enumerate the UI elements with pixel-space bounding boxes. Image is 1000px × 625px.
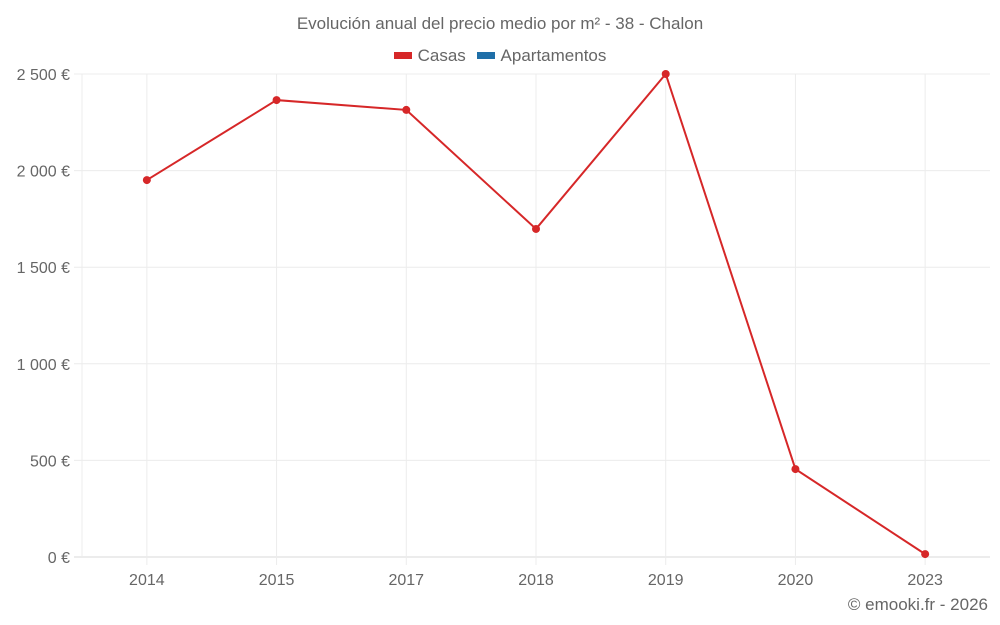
legend-item-apartamentos[interactable]: Apartamentos xyxy=(476,46,606,66)
copyright-footer: © emooki.fr - 2026 xyxy=(847,595,988,614)
legend-item-casas[interactable]: Casas xyxy=(393,46,466,66)
x-tick-label: 2023 xyxy=(907,572,943,589)
data-point[interactable] xyxy=(921,550,930,559)
y-tick-label: 2 500 € xyxy=(17,67,70,84)
data-point[interactable] xyxy=(661,70,670,78)
x-tick-label: 2020 xyxy=(778,572,814,589)
legend-swatch-apartamentos xyxy=(476,52,495,59)
y-tick-label: 2 000 € xyxy=(17,164,70,181)
chart-title: Evolución anual del precio medio por m² … xyxy=(296,14,704,33)
legend: Casas Apartamentos xyxy=(0,44,1000,66)
x-tick-label: 2018 xyxy=(518,572,554,589)
y-tick-label: 500 € xyxy=(30,453,70,470)
y-tick-label: 1 500 € xyxy=(17,260,70,277)
data-point[interactable] xyxy=(532,224,540,233)
x-tick-label: 2017 xyxy=(388,572,424,589)
y-tick-label: 1 000 € xyxy=(17,357,70,374)
legend-swatch-casas xyxy=(393,52,412,59)
data-point[interactable] xyxy=(402,105,411,114)
x-tick-label: 2014 xyxy=(129,572,165,589)
y-tick-label: 0 € xyxy=(48,550,70,567)
data-point[interactable] xyxy=(272,96,281,105)
x-tick-label: 2019 xyxy=(648,572,684,589)
data-point[interactable] xyxy=(791,465,800,474)
x-tick-label: 2015 xyxy=(259,572,295,589)
data-point[interactable] xyxy=(142,176,151,185)
